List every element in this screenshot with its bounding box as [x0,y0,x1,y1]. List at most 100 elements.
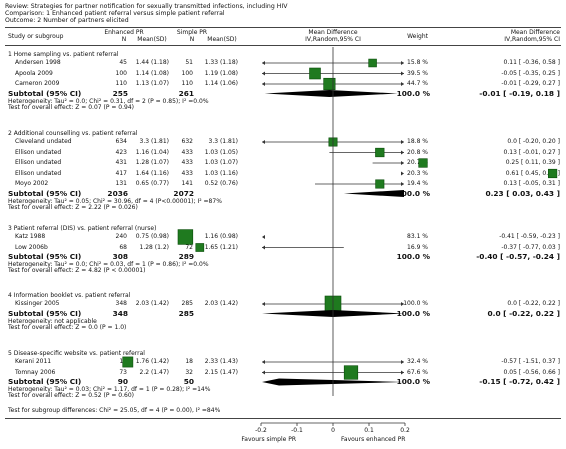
study-effect-square [375,147,385,158]
study-enhanced-mean: 2.03 (1.42) [135,300,169,307]
study-md-ci: 0.13 [ -0.01, 0.27 ] [503,148,560,156]
col-weight: Weight [407,33,428,40]
subtotal-label: Subtotal (95% CI) [8,188,82,198]
overall-effect-text: Test for overall effect: Z = 2.22 (P = 0… [8,203,138,211]
subtotal-enhanced-n: 255 [112,88,128,98]
subtotal-md-ci: 0.0 [ -0.22, 0.22 ] [487,308,561,318]
study-name: Cleveland undated [15,138,72,145]
subtotal-diamond [343,190,404,197]
ci-arrow-right [401,360,404,364]
study-enhanced-mean: 1.28 (1.2) [139,243,170,251]
col-study: Study or subgroup [8,33,64,40]
subgroup-differences-test: Test for subgroup differences: Chi² = 25… [8,407,221,414]
study-effect-square [177,229,194,245]
study-simple-mean: 1.33 (1.18) [204,59,238,66]
study-enhanced-n: 423 [115,148,127,156]
study-effect-square [122,356,134,368]
subtotal-simple-n: 2072 [173,188,194,198]
subtotal-md-ci: -0.15 [ -0.72, 0.42 ] [479,377,560,386]
study-enhanced-mean: 3.3 (1.81) [139,138,170,145]
subtotal-label: Subtotal (95% CI) [8,308,82,318]
study-effect-square [375,179,385,189]
heterogeneity-text: Heterogeneity: Tau² = 0.05; Chi² = 30.96… [8,197,222,205]
outcome-title: Outcome: 2 Number of partners elicited [5,17,129,24]
ci-arrow-right [401,71,404,76]
study-effect-square [309,67,321,80]
study-simple-mean: 2.03 (1.42) [204,300,238,307]
subtotal-label: Subtotal (95% CI) [8,88,82,98]
review-title: Review: Strategies for partner notificat… [5,3,288,10]
study-enhanced-n: 68 [119,243,127,251]
study-weight: 44.7 % [407,80,428,87]
subgroup-title: 3 Patient referral (DIS) vs. patient ref… [8,225,157,232]
study-simple-n: 285 [181,300,193,307]
ci-arrow-left [262,370,265,375]
study-enhanced-n: 417 [115,169,127,177]
subtotal-weight: 100.0 % [396,377,430,386]
heterogeneity-text: Heterogeneity: not applicable [8,317,97,325]
study-weight: 15.8 % [407,59,428,66]
study-name: Apoola 2009 [15,69,53,77]
col-simple-mean: Mean(SD) [207,36,237,43]
study-simple-mean: 1.19 (1.08) [204,69,238,77]
study-simple-mean: 2.15 (1.47) [204,368,238,376]
subtotal-simple-n: 261 [178,88,194,98]
overall-effect-text: Test for overall effect: Z = 0.0 (P = 1.… [8,323,127,331]
study-simple-n: 433 [181,169,193,177]
study-md-ci: -0.05 [ -0.35, 0.25 ] [501,69,560,77]
col-md-method: IV,Random,95% CI [504,36,560,43]
favours-left-label: Favours simple PR [241,436,296,443]
study-enhanced-n: 131 [115,180,127,187]
study-enhanced-n: 348 [115,300,127,307]
study-md-ci: 0.25 [ 0.11, 0.39 ] [505,159,560,166]
col-md: Mean Difference [510,29,560,36]
study-weight: 20.8 % [407,148,428,156]
ci-arrow-left [262,235,265,239]
study-simple-mean: 1.03 (1.05) [204,148,238,156]
study-md-ci: 0.0 [ -0.20, 0.20 ] [507,138,560,145]
study-effect-square [368,58,377,68]
subtotal-label: Subtotal (95% CI) [8,252,82,261]
ci-arrow-right [401,61,404,65]
study-enhanced-n: 100 [115,69,127,77]
comparison-title: Comparison: 1 Enhanced patient referral … [5,10,225,17]
ci-arrow-left [262,61,265,65]
study-simple-mean: 1.16 (0.98) [204,233,238,240]
study-simple-n: 141 [181,180,193,187]
study-name: Andersen 1998 [15,59,61,66]
subgroup-title: 4 Information booklet vs. patient referr… [8,292,131,299]
ci-arrow-left [262,360,265,364]
study-enhanced-n: 431 [115,159,127,166]
study-enhanced-mean: 1.44 (1.18) [135,59,169,66]
header-rule-top [5,27,561,28]
study-simple-n: 72 [185,243,193,251]
study-enhanced-mean: 1.14 (1.08) [135,69,169,77]
favours-right-label: Favours enhanced PR [341,436,406,443]
heterogeneity-text: Heterogeneity: Tau² = 0.03; Chi² = 1.17,… [8,386,211,393]
col-enhanced-mean: Mean(SD) [137,36,167,43]
x-tick-label: -0.2 [255,427,267,434]
study-weight: 19.4 % [407,180,428,187]
subtotal-md-ci: -0.01 [ -0.19, 0.18 ] [479,88,560,98]
col-simple: Simple PR [176,29,208,36]
col-simple-n: N [189,36,195,43]
study-md-ci: 0.13 [ -0.05, 0.31 ] [503,180,560,187]
subgroup-title: 5 Disease-specific website vs. patient r… [8,350,145,357]
x-tick-label: 0.1 [364,427,374,434]
ci-arrow-left [262,245,265,250]
subtotal-enhanced-n: 90 [117,377,128,386]
header-rule-bottom [5,45,561,46]
study-enhanced-mean: 1.76 (1.42) [135,358,169,365]
subtotal-label: Subtotal (95% CI) [8,377,82,386]
study-enhanced-n: 110 [115,80,127,87]
study-enhanced-n: 45 [119,59,127,66]
ci-arrow-left [262,82,265,86]
study-simple-mean: 3.3 (1.81) [208,138,239,145]
col-enhanced: Enhanced PR [104,29,144,36]
ci-arrow-right [401,140,404,144]
heterogeneity-text: Heterogeneity: Tau² = 0.0; Chi² = 0.03, … [8,261,209,268]
subtotal-simple-n: 289 [178,252,194,261]
x-tick-label: -0.1 [291,427,303,434]
study-enhanced-mean: 1.13 (1.07) [135,80,169,87]
